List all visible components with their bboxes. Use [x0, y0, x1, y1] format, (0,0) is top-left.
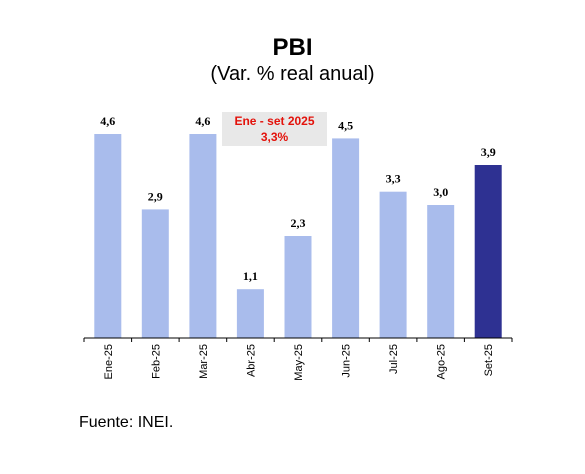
bar-mar-25 [189, 134, 217, 338]
source-note: Fuente: INEI. [79, 414, 174, 431]
x-tick-label: Set-25 [483, 344, 495, 376]
data-label: 4,5 [338, 118, 353, 132]
data-label: 2,9 [148, 189, 163, 203]
bars-layer [94, 134, 502, 338]
chart-subtitle: (Var. % real anual) [210, 63, 375, 85]
bar-jul-25 [379, 191, 407, 338]
annotation-box: Ene - set 2025 3,3% [222, 112, 327, 146]
data-label: 3,0 [433, 185, 448, 199]
x-tick-label: May-25 [293, 344, 305, 381]
annotation-value-label: 3,3% [260, 130, 289, 144]
data-label: 4,6 [100, 114, 115, 128]
x-tick-labels-layer: Ene-25 Feb-25 Mar-25 Abr-25 May-25 Jun-25 Jul-… [103, 344, 495, 381]
bar-jun-25 [332, 138, 360, 338]
data-label: 3,3 [386, 172, 401, 186]
data-label: 3,9 [481, 145, 496, 159]
bar-ago-25 [427, 205, 455, 338]
x-tick-label: Ene-25 [103, 344, 115, 379]
bar-feb-25 [141, 209, 169, 338]
bar-set-25 [474, 165, 502, 338]
annotation-period-label: Ene - set 2025 [234, 114, 315, 128]
x-tick-label: Abr-25 [245, 344, 257, 377]
data-labels-layer: 4,6 2,9 4,6 1,1 2,3 4,5 3,3 3,0 3,9 [100, 114, 495, 283]
x-tick-label: Jul-25 [388, 344, 400, 374]
bar-abr-25 [236, 289, 264, 338]
x-tick-label: Feb-25 [150, 344, 162, 379]
x-tick-label: Ago-25 [436, 344, 448, 379]
data-label: 1,1 [243, 269, 258, 283]
x-tick-marks-layer [83, 338, 513, 342]
x-tick-label: Jun-25 [341, 344, 353, 378]
data-label: 4,6 [195, 114, 210, 128]
bar-may-25 [284, 236, 312, 338]
chart-title: PBI [272, 34, 313, 61]
x-tick-label: Mar-25 [198, 344, 210, 379]
data-label: 2,3 [291, 216, 306, 230]
bar-ene-25 [94, 134, 122, 338]
